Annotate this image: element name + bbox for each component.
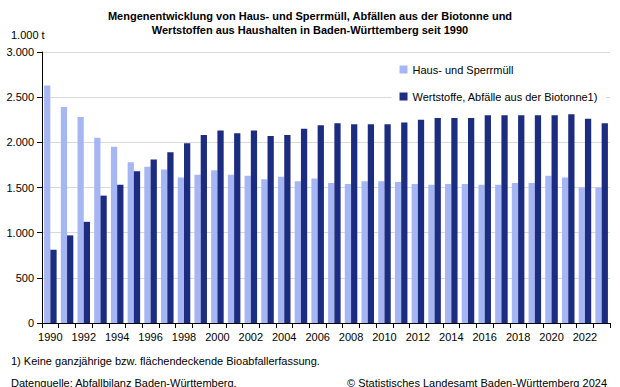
svg-text:2022: 2022 — [573, 331, 597, 343]
svg-text:2010: 2010 — [372, 331, 396, 343]
svg-text:1998: 1998 — [172, 331, 196, 343]
svg-text:2016: 2016 — [472, 331, 496, 343]
svg-text:2004: 2004 — [272, 331, 296, 343]
svg-text:1996: 1996 — [138, 331, 162, 343]
svg-text:2020: 2020 — [539, 331, 563, 343]
svg-text:© Statistisches Landesamt Bade: © Statistisches Landesamt Baden-Württemb… — [347, 377, 607, 387]
svg-text:0: 0 — [28, 317, 34, 329]
svg-text:500: 500 — [16, 272, 34, 284]
svg-text:2.500: 2.500 — [6, 91, 34, 103]
svg-text:2008: 2008 — [339, 331, 363, 343]
svg-text:1994: 1994 — [105, 331, 129, 343]
svg-text:2006: 2006 — [305, 331, 329, 343]
svg-text:Mengenentwicklung von Haus- un: Mengenentwicklung von Haus- und Sperrmül… — [108, 10, 512, 22]
svg-text:1990: 1990 — [38, 331, 62, 343]
svg-text:1.000: 1.000 — [6, 227, 34, 239]
svg-text:2.000: 2.000 — [6, 136, 34, 148]
svg-text:Haus- und Sperrmüll: Haus- und Sperrmüll — [413, 64, 514, 76]
svg-text:2002: 2002 — [239, 331, 263, 343]
svg-text:Wertstoffe, Abfälle aus der Bi: Wertstoffe, Abfälle aus der Biotonne1) — [413, 91, 598, 103]
svg-text:1) Keine ganzjährige bzw. fläc: 1) Keine ganzjährige bzw. flächendeckend… — [11, 355, 320, 367]
svg-text:2018: 2018 — [506, 331, 530, 343]
svg-text:1992: 1992 — [72, 331, 96, 343]
svg-text:1.000 t: 1.000 t — [11, 29, 45, 41]
svg-text:3.000: 3.000 — [6, 46, 34, 58]
svg-text:1.500: 1.500 — [6, 182, 34, 194]
svg-text:2000: 2000 — [205, 331, 229, 343]
svg-text:2014: 2014 — [439, 331, 463, 343]
svg-text:Wertstoffen aus Haushalten in: Wertstoffen aus Haushalten in Baden-Würt… — [152, 24, 468, 36]
svg-text:2012: 2012 — [406, 331, 430, 343]
svg-text:Datenquelle: Abfallbilanz Bade: Datenquelle: Abfallbilanz Baden-Württemb… — [11, 377, 237, 387]
